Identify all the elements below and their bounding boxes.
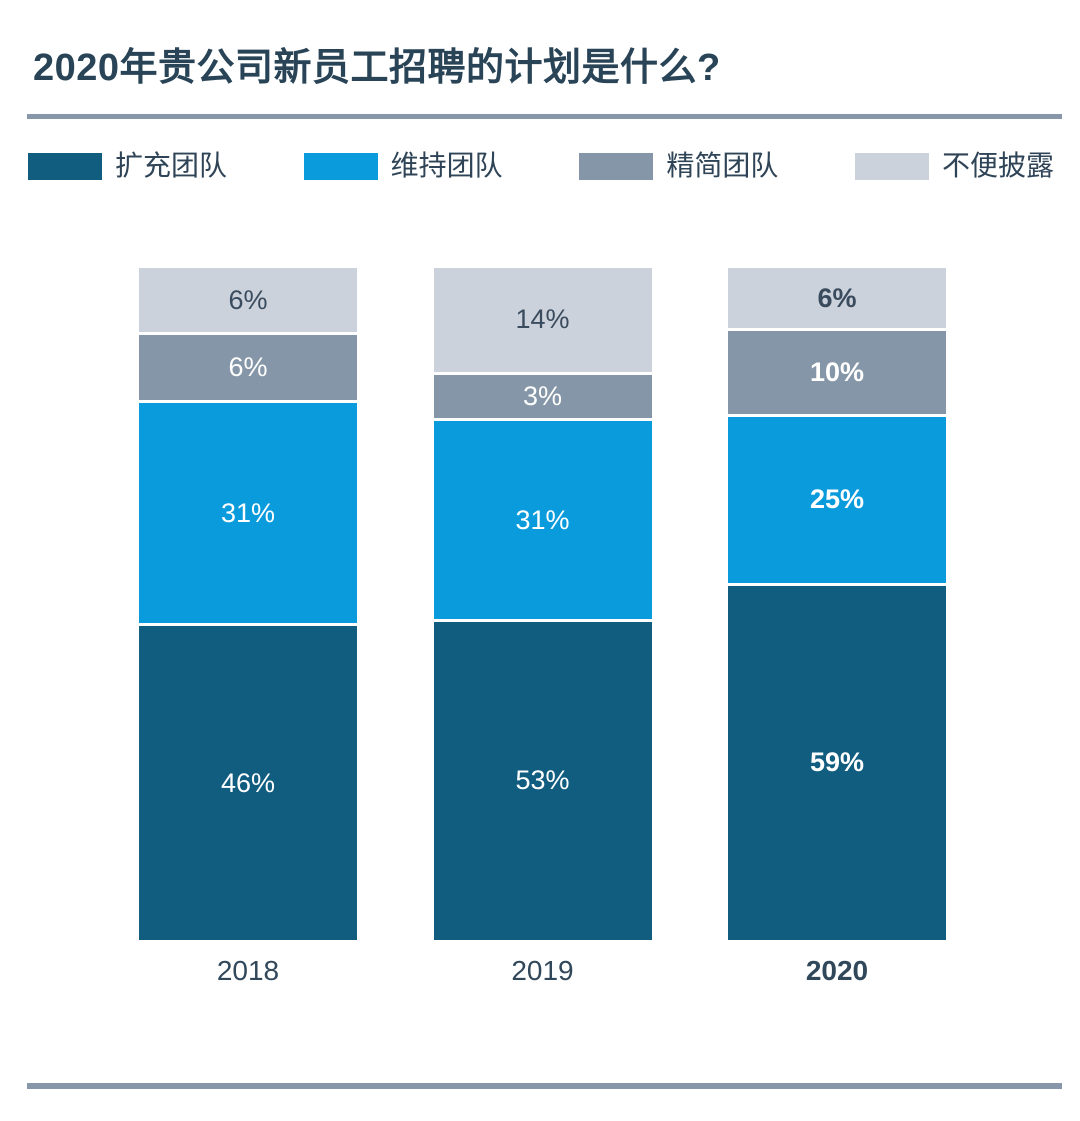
legend-label-streamline: 精简团队: [666, 150, 779, 181]
bar-segment-maintain-2020: 25%: [728, 416, 946, 583]
legend: 扩充团队 维持团队 精简团队 不便披露: [28, 152, 1054, 180]
legend-label-expand: 扩充团队: [115, 150, 228, 181]
x-axis-label-2018: 2018: [216, 955, 280, 986]
segment-value-label: 46%: [220, 767, 276, 798]
segment-value-label: 53%: [515, 765, 570, 796]
bar-segment-streamline-2019: 3%: [433, 374, 652, 419]
stacked-bar-2018: 6% 6% 31% 46%: [139, 268, 357, 941]
bar-segment-expand-2020: 59%: [728, 585, 946, 940]
segment-value-label: 59%: [809, 747, 865, 778]
legend-swatch-expand: [28, 152, 102, 180]
legend-label-disclose: 不便披露: [941, 150, 1054, 181]
bar-column-2019: 14% 3% 31% 53% 2019: [433, 268, 652, 987]
legend-item-maintain: 维持团队: [303, 150, 503, 181]
bar-column-2018: 6% 6% 31% 46% 2018: [139, 268, 357, 987]
stacked-bar-chart: 6% 6% 31% 46% 2018 14% 3% 31% 53% 2019 6% 10% 25% 59%…: [139, 268, 946, 987]
bar-segment-maintain-2019: 31%: [433, 421, 652, 619]
legend-swatch-streamline: [579, 152, 654, 180]
legend-item-expand: 扩充团队: [28, 152, 227, 180]
segment-value-label: 6%: [817, 282, 857, 313]
stacked-bar-2020: 6% 10% 25% 59%: [728, 268, 946, 940]
legend-item-disclose: 不便披露: [854, 150, 1054, 181]
bar-segment-disclose-2019: 14%: [433, 268, 652, 372]
bar-column-2020: 6% 10% 25% 59% 2020: [728, 268, 946, 987]
chart-title: 2020年贵公司新员工招聘的计划是什么?: [33, 47, 721, 89]
segment-value-label: 6%: [228, 352, 268, 383]
legend-swatch-maintain: [303, 152, 378, 180]
x-axis-label-2019: 2019: [511, 955, 574, 986]
bottom-divider: [27, 1083, 1062, 1089]
segment-value-label: 31%: [220, 497, 276, 528]
segment-value-label: 6%: [228, 284, 268, 315]
x-axis-label-2020: 2020: [805, 955, 869, 986]
legend-swatch-disclose: [854, 152, 929, 180]
top-divider: [27, 114, 1062, 119]
bar-segment-expand-2019: 53%: [433, 621, 652, 940]
bar-segment-streamline-2020: 10%: [728, 331, 946, 414]
segment-value-label: 25%: [809, 484, 865, 515]
legend-label-maintain: 维持团队: [390, 150, 503, 181]
segment-value-label: 31%: [515, 504, 570, 535]
bar-segment-streamline-2018: 6%: [139, 335, 357, 400]
segment-value-label: 10%: [809, 357, 865, 388]
legend-item-streamline: 精简团队: [579, 152, 778, 180]
bar-segment-expand-2018: 46%: [139, 626, 357, 941]
segment-value-label: 14%: [515, 304, 570, 335]
bar-segment-disclose-2020: 6%: [728, 268, 946, 329]
segment-value-label: 3%: [522, 381, 563, 412]
bar-segment-maintain-2018: 31%: [139, 402, 357, 624]
bar-segment-disclose-2018: 6%: [139, 268, 357, 333]
stacked-bar-2019: 14% 3% 31% 53%: [433, 268, 652, 940]
